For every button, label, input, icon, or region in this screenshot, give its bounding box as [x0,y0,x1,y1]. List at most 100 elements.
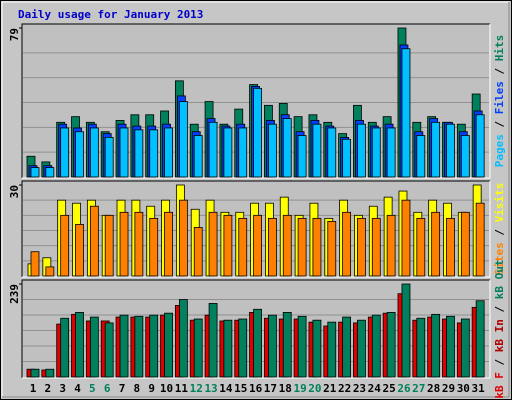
x-tick-label: 21 [323,382,337,395]
bar [134,129,144,178]
bar [89,316,99,378]
x-tick-label: 10 [160,382,173,395]
x-tick-label: 31 [472,382,486,395]
bar [119,211,129,277]
legend-entry: Sites [493,242,506,275]
legend-entry: Hits [493,35,506,62]
x-tick-label: 11 [175,382,189,395]
x-tick-label: 4 [74,382,81,395]
bar [30,368,40,378]
y-tick-label: 30 [8,185,21,198]
bar [297,135,307,178]
bar [446,123,455,178]
bar [431,313,441,378]
legend-entry: kB Out [493,259,506,299]
x-tick-label: 7 [119,382,126,395]
bar [104,136,114,178]
bar [446,217,455,277]
x-tick-label: 2 [45,382,52,395]
bar [149,217,159,277]
bar [75,224,84,277]
bar [134,211,144,277]
bar [371,217,381,277]
bar [164,127,173,178]
bar [416,135,426,178]
bar [30,167,40,178]
x-tick-label: 17 [264,382,277,395]
bar [342,316,352,378]
plot-bevel [21,180,490,277]
bar [89,205,99,277]
bar [475,300,485,378]
plot-bevel [22,181,491,278]
legend-entry: Visits [493,183,506,223]
bar [164,211,173,277]
bar [75,131,84,178]
bar [357,319,366,378]
legend: Sites / Visits [493,183,506,276]
x-tick-label: 23 [353,382,366,395]
legend-separator: / [493,61,506,81]
bar [446,315,455,378]
plot-bevel [22,24,491,179]
x-tick-label: 29 [442,382,455,395]
bar [45,266,55,277]
x-tick-label: 14 [219,382,233,395]
bar [208,211,218,277]
bar [460,211,470,277]
bar [238,217,248,277]
legend-separator: / [493,299,506,319]
bar [282,214,292,277]
bar [386,214,396,277]
bar [178,199,188,277]
x-tick-label: 27 [412,382,425,395]
bar [178,101,188,178]
bar [253,214,262,277]
bar [357,217,366,277]
bar [327,321,337,378]
bar [89,127,99,178]
x-tick-label: 6 [104,382,111,395]
bar [134,315,144,378]
legend-separator: / [493,352,506,372]
legend-separator: / [493,114,506,134]
bar [312,319,322,378]
x-tick-label: 26 [397,382,411,395]
bar [386,127,396,178]
plot-bevel [22,280,491,379]
bar [208,303,218,378]
legend-entry: kB F [493,372,506,399]
x-tick-label: 12 [190,382,203,395]
bar [253,308,262,378]
bar [238,318,248,378]
bar [75,312,84,378]
legend-entry: kB In [493,319,506,352]
legend-entry: Files [493,81,506,114]
bar [371,314,381,378]
bar [342,211,352,277]
bar [475,202,485,277]
bar [253,87,262,178]
bar [193,318,203,378]
chart-title: Daily usage for January 2013 [18,8,203,21]
bar [45,368,55,378]
bar [431,121,441,178]
x-tick-label: 1 [30,382,37,395]
y-tick-label: 239 [8,284,21,304]
bar [208,121,218,178]
bar [312,123,322,178]
bar [193,135,203,178]
x-tick-label: 28 [427,382,440,395]
legend: kB F / kB In / kB Out [493,259,506,398]
bar [119,127,129,178]
bar [282,312,292,378]
bar [401,199,411,277]
bar [60,214,70,277]
x-tick-label: 9 [148,382,155,395]
bar [357,123,366,178]
bar [104,322,114,378]
bar [416,317,426,378]
legend: Pages / Files / Hits [493,35,506,168]
